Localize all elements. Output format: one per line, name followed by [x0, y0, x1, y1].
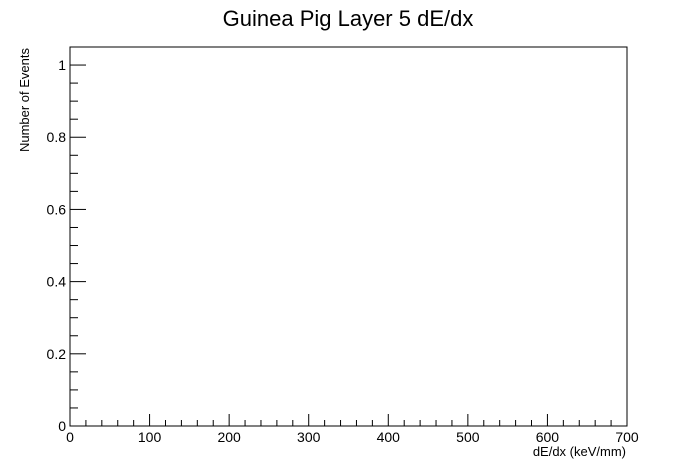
axis-ticks — [69, 46, 628, 427]
chart-title: Guinea Pig Layer 5 dE/dx — [223, 6, 474, 31]
plot-frame — [69, 46, 628, 427]
y-tick-label: 0.8 — [47, 129, 67, 145]
y-tick-label: 0.4 — [47, 274, 67, 290]
y-tick-label: 0 — [58, 418, 66, 434]
x-tick-label: 200 — [217, 429, 241, 445]
x-tick-label: 400 — [377, 429, 401, 445]
y-axis-label: Number of Events — [17, 48, 32, 153]
y-tick-label: 0.6 — [47, 201, 67, 217]
x-tick-label: 500 — [456, 429, 480, 445]
x-axis-label: dE/dx (keV/mm) — [533, 444, 626, 459]
x-tick-label: 100 — [138, 429, 162, 445]
x-tick-label: 700 — [615, 429, 639, 445]
y-tick-label: 1 — [58, 57, 66, 73]
x-tick-label: 300 — [297, 429, 321, 445]
y-tick-label: 0.2 — [47, 346, 67, 362]
plot-frame-group — [69, 46, 628, 427]
tick-labels: 0 100 200 300 400 500 600 700 0 0.2 0.4 0.6 0.8 1 — [47, 57, 639, 445]
x-tick-label: 600 — [536, 429, 560, 445]
x-tick-label: 0 — [66, 429, 74, 445]
